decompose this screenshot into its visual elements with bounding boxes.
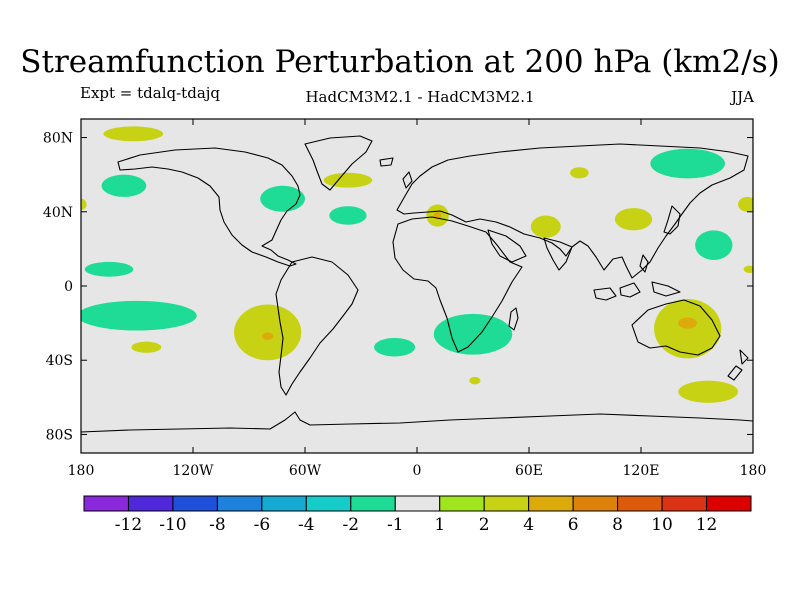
y-tick-label-1: 40N: [43, 205, 73, 221]
colorbar-label-1: -10: [159, 515, 186, 535]
chart-title: Streamfunction Perturbation at 200 hPa (…: [20, 44, 780, 80]
colorbar-label-13: 12: [696, 515, 718, 535]
colorbar-swatch-3: [216, 495, 263, 512]
colorbar-swatch-13: [661, 495, 708, 512]
colorbar-label-6: -1: [387, 515, 404, 535]
colorbar-label-0: -12: [115, 515, 142, 535]
colorbar-swatch-2: [172, 495, 218, 512]
axes: 180 120W 60W 0 60E 120E 180 80N 40N 0 40S 80S: [43, 119, 766, 479]
positive-anomaly-22: [743, 265, 753, 274]
positive-anomaly-5: [131, 341, 162, 353]
colorbar-swatch-14: [706, 495, 752, 512]
colorbar-label-3: -6: [254, 515, 271, 535]
colorbar-swatch-12: [617, 495, 663, 512]
colorbar-swatch-11: [572, 495, 619, 512]
positive-anomaly-24: [678, 317, 698, 329]
positive-anomaly-17: [570, 167, 589, 179]
x-tick-label-3: 0: [413, 463, 422, 479]
y-tick-label-4: 80S: [46, 427, 73, 443]
positive-anomaly-18: [614, 208, 653, 231]
positive-anomaly-16: [530, 215, 561, 238]
negative-anomaly-10: [329, 206, 367, 225]
colorbar-label-5: -2: [343, 515, 360, 535]
colorbar-label-2: -8: [209, 515, 226, 535]
negative-anomaly-1: [101, 174, 147, 197]
colorbar-swatch-7: [394, 495, 441, 512]
positive-anomaly-0: [103, 126, 164, 142]
x-tick-label-6: 180: [740, 463, 767, 479]
y-tick-label-2: 0: [64, 279, 73, 295]
colorbar-label-7: 1: [434, 515, 445, 535]
positive-anomaly-23: [654, 298, 722, 359]
colorbar-swatch-5: [305, 495, 352, 512]
colorbar-swatch-6: [350, 495, 396, 512]
positive-anomaly-20: [738, 196, 753, 212]
y-tick-label-0: 80N: [43, 131, 73, 147]
colorbar-swatch-10: [528, 495, 574, 512]
positive-anomaly-13: [469, 376, 481, 385]
colorbar-swatch-0: [83, 495, 129, 512]
positive-anomaly-9: [323, 172, 373, 188]
negative-anomaly-19: [650, 148, 726, 179]
colorbar: -12 -10 -8 -6 -4 -2 -1 1 2 4 6 8 10 12: [83, 495, 752, 535]
colorbar-label-8: 2: [479, 515, 490, 535]
negative-anomaly-4: [81, 300, 197, 331]
model-label: HadCM3M2.1 - HadCM3M2.1: [305, 88, 535, 106]
colorbar-swatch-8: [439, 495, 485, 512]
x-tick-label-1: 120W: [172, 463, 214, 479]
x-tick-label-4: 60E: [515, 463, 543, 479]
positive-anomaly-2: [81, 198, 87, 210]
colorbar-swatch-4: [261, 495, 307, 512]
colorbar-label-12: 10: [651, 515, 673, 535]
experiment-label: Expt = tdalq-tdajq: [80, 84, 221, 102]
colorbar-swatch-9: [483, 495, 530, 512]
negative-anomaly-3: [84, 261, 134, 277]
positive-anomaly-7: [262, 332, 274, 340]
positive-anomaly-6: [234, 304, 302, 361]
colorbar-label-9: 4: [523, 515, 534, 535]
colorbar-label-10: 6: [568, 515, 579, 535]
coastlines: [81, 135, 753, 433]
x-tick-label-0: 180: [68, 463, 95, 479]
negative-anomaly-21: [695, 230, 733, 261]
positive-anomaly-25: [678, 380, 739, 403]
colorbar-label-4: -4: [298, 515, 315, 535]
x-tick-label-2: 60W: [289, 463, 322, 479]
map-background: [81, 119, 753, 453]
season-label: JJA: [731, 88, 754, 106]
colorbar-label-11: 8: [612, 515, 623, 535]
y-tick-label-3: 40S: [46, 353, 73, 369]
colorbar-swatch-1: [127, 495, 174, 512]
x-tick-label-5: 120E: [623, 463, 660, 479]
negative-anomaly-12: [433, 313, 513, 355]
negative-anomaly-11: [374, 337, 416, 357]
